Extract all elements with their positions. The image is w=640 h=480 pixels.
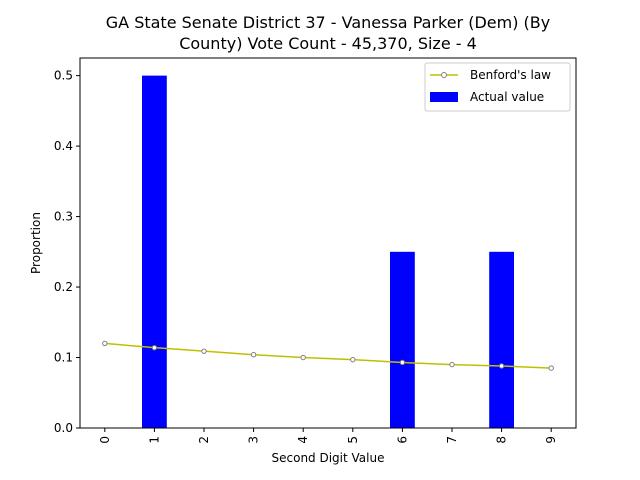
- y-tick-label: 0.0: [54, 421, 73, 435]
- chart-title-line-2: County) Vote Count - 45,370, Size - 4: [179, 34, 477, 53]
- x-tick-label: 7: [445, 436, 459, 444]
- bar-digit-1: [142, 75, 167, 428]
- benford-line-layer: [102, 340, 554, 371]
- x-tick-label: 1: [147, 436, 161, 444]
- y-axis-ticks: 0.0 0.1 0.2 0.3 0.4 0.5: [54, 69, 80, 435]
- legend-actual-bar-swatch: [430, 92, 458, 102]
- y-tick-label: 0.1: [54, 351, 73, 365]
- benford-point-3: [250, 352, 257, 358]
- x-axis-label: Second Digit Value: [272, 451, 385, 465]
- y-tick-label: 0.5: [54, 69, 73, 83]
- x-tick-label: 4: [296, 436, 310, 444]
- legend-label-actual: Actual value: [470, 90, 544, 104]
- x-tick-label: 9: [544, 436, 558, 444]
- x-tick-label: 3: [247, 436, 261, 444]
- x-tick-label: 2: [197, 436, 211, 444]
- legend: Benford's law Actual value: [424, 62, 571, 112]
- benford-point-1: [151, 344, 158, 351]
- benford-point-9: [548, 365, 554, 371]
- bar-digit-6: [390, 251, 415, 428]
- chart-title-line-1: GA State Senate District 37 - Vanessa Pa…: [106, 13, 550, 32]
- y-tick-label: 0.3: [54, 210, 73, 224]
- x-tick-label: 5: [346, 436, 360, 444]
- y-tick-label: 0.2: [54, 280, 73, 294]
- y-tick-label: 0.4: [54, 139, 73, 153]
- plot-area-frame: [79, 57, 577, 429]
- legend-box: [424, 62, 571, 112]
- y-axis-label: Proportion: [29, 212, 43, 274]
- x-tick-label: 6: [395, 436, 409, 444]
- legend-benford-marker-swatch: [441, 72, 447, 78]
- benford-point-4: [300, 354, 306, 361]
- benford-point-6: [399, 359, 406, 366]
- benford-line: [104, 342, 552, 369]
- bar-digit-8: [489, 251, 514, 428]
- x-tick-label: 0: [98, 436, 112, 444]
- benford-point-7: [449, 361, 455, 368]
- benford-point-2: [201, 348, 207, 354]
- legend-label-benford: Benford's law: [470, 68, 551, 82]
- x-axis-ticks: 0 1 2 3 4 5 6 7 8 9: [98, 428, 558, 444]
- x-tick-label: 8: [495, 436, 509, 444]
- benford-point-5: [350, 356, 356, 363]
- benford-point-8: [498, 363, 505, 369]
- benford-point-0: [102, 340, 108, 347]
- bars-layer: [142, 75, 514, 428]
